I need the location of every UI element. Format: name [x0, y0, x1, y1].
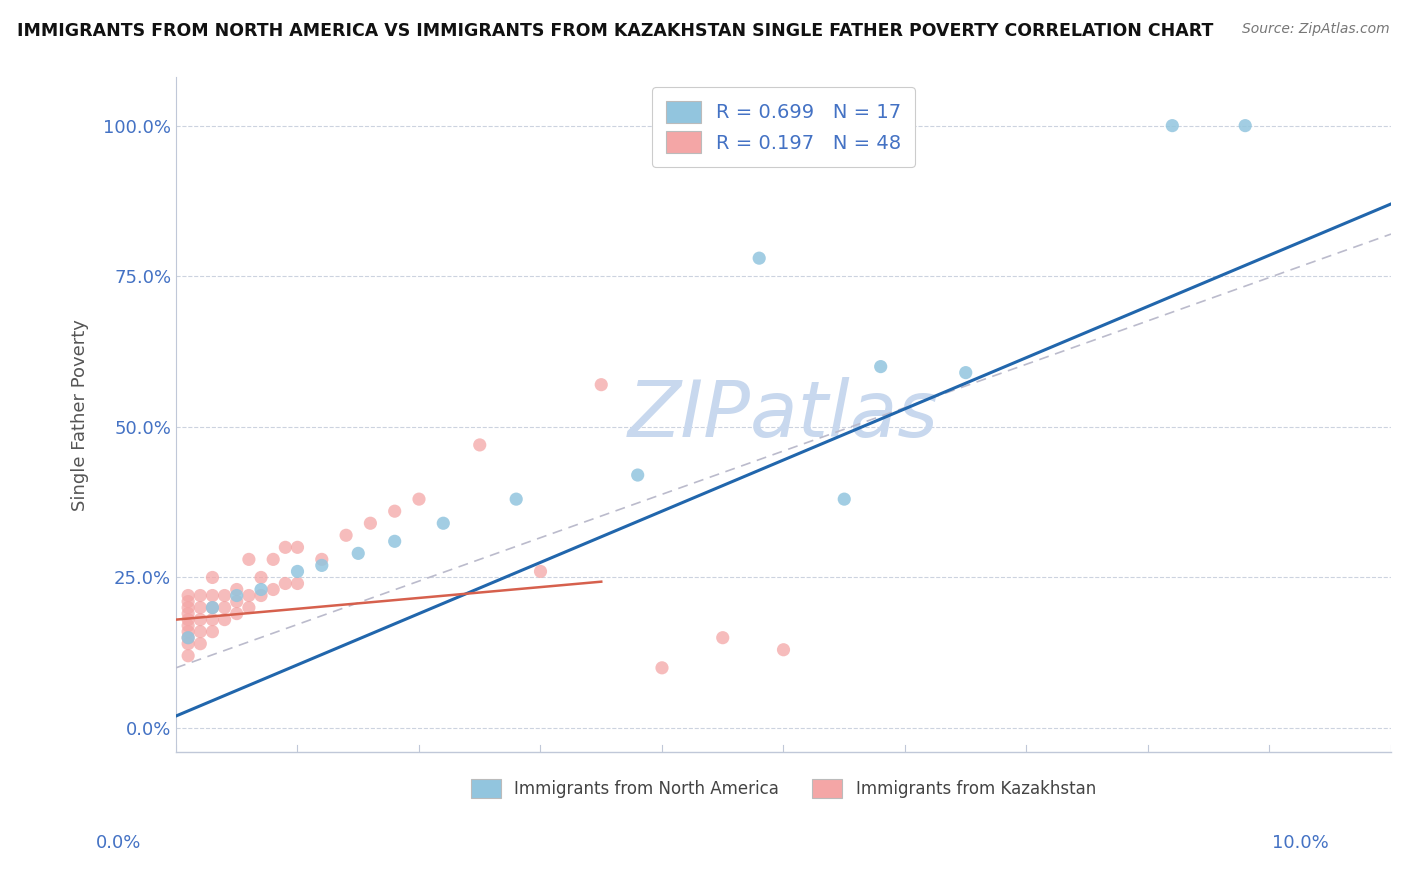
Point: [335, 528, 357, 542]
Point: [384, 504, 406, 518]
Text: 10.0%: 10.0%: [1272, 834, 1329, 852]
Point: [177, 624, 200, 639]
Text: IMMIGRANTS FROM NORTH AMERICA VS IMMIGRANTS FROM KAZAKHSTAN SINGLE FATHER POVERT: IMMIGRANTS FROM NORTH AMERICA VS IMMIGRA…: [17, 22, 1213, 40]
Point: [274, 576, 297, 591]
Point: [432, 516, 454, 531]
Point: [188, 589, 211, 603]
Point: [201, 600, 224, 615]
Point: [177, 631, 200, 645]
Point: [869, 359, 891, 374]
Point: [359, 516, 381, 531]
Point: [214, 613, 236, 627]
Point: [311, 558, 333, 573]
Point: [529, 565, 551, 579]
Point: [505, 492, 527, 507]
Point: [591, 377, 613, 392]
Point: [262, 552, 284, 566]
Point: [250, 589, 273, 603]
Point: [1161, 119, 1184, 133]
Point: [287, 541, 309, 555]
Point: [177, 631, 200, 645]
Point: [832, 492, 855, 507]
Point: [177, 589, 200, 603]
Point: [287, 576, 309, 591]
Point: [214, 600, 236, 615]
Y-axis label: Single Father Poverty: Single Father Poverty: [72, 318, 89, 511]
Point: [177, 618, 200, 632]
Point: [347, 546, 370, 560]
Point: [651, 661, 673, 675]
Text: ZIPatlas: ZIPatlas: [628, 376, 939, 453]
Point: [311, 552, 333, 566]
Point: [627, 468, 650, 483]
Point: [225, 589, 247, 603]
Point: [238, 552, 260, 566]
Point: [711, 631, 734, 645]
Point: [250, 570, 273, 584]
Point: [201, 600, 224, 615]
Point: [177, 613, 200, 627]
Point: [177, 600, 200, 615]
Point: [384, 534, 406, 549]
Point: [468, 438, 491, 452]
Point: [177, 607, 200, 621]
Point: [188, 624, 211, 639]
Point: [214, 589, 236, 603]
Point: [955, 366, 977, 380]
Point: [201, 589, 224, 603]
Point: [1234, 119, 1257, 133]
Point: [238, 600, 260, 615]
Point: [177, 648, 200, 663]
Point: [188, 637, 211, 651]
Legend: Immigrants from North America, Immigrants from Kazakhstan: Immigrants from North America, Immigrant…: [464, 772, 1102, 805]
Point: [177, 637, 200, 651]
Point: [772, 642, 794, 657]
Point: [238, 589, 260, 603]
Point: [225, 582, 247, 597]
Point: [262, 582, 284, 597]
Point: [408, 492, 430, 507]
Point: [287, 565, 309, 579]
Point: [177, 594, 200, 608]
Point: [225, 607, 247, 621]
Text: Source: ZipAtlas.com: Source: ZipAtlas.com: [1241, 22, 1389, 37]
Point: [225, 594, 247, 608]
Point: [748, 251, 770, 265]
Text: 0.0%: 0.0%: [96, 834, 141, 852]
Point: [250, 582, 273, 597]
Point: [201, 624, 224, 639]
Point: [274, 541, 297, 555]
Point: [201, 613, 224, 627]
Point: [188, 600, 211, 615]
Point: [188, 613, 211, 627]
Point: [201, 570, 224, 584]
